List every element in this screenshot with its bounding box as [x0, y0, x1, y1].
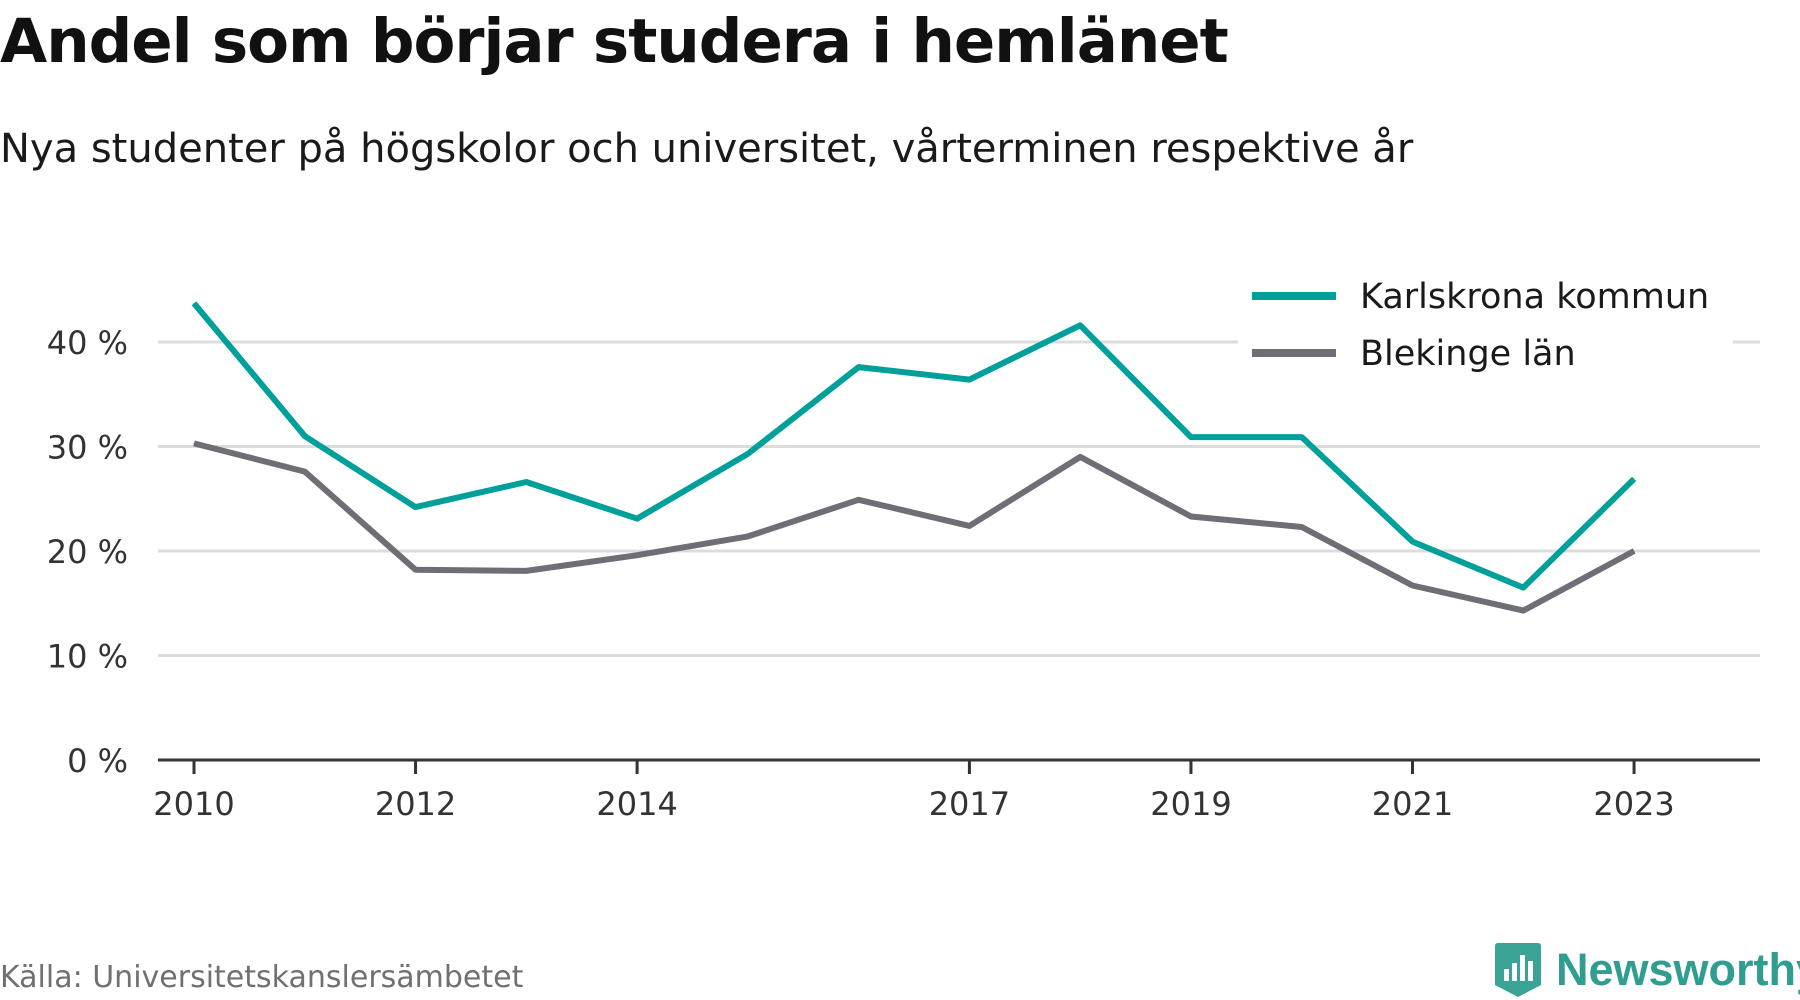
series-line [191, 301, 1637, 591]
data-point [968, 525, 970, 527]
x-tick-label: 2017 [929, 785, 1010, 823]
y-tick-label: 0 % [67, 742, 128, 780]
legend-label: Karlskrona kommun [1360, 277, 1709, 317]
data-point [525, 481, 527, 483]
x-tick-label: 2012 [375, 785, 456, 823]
x-tick-label: 2021 [1372, 785, 1453, 823]
x-tick-label: 2023 [1593, 785, 1674, 823]
y-tick-label: 20 % [47, 533, 128, 571]
data-point [747, 535, 749, 537]
data-point [858, 366, 860, 368]
data-point [1412, 541, 1414, 543]
axes: 0 % 10 % 20 % 30 % 40 % 2010 2012 2014 2017 2019 2… [47, 324, 1760, 823]
data-point [1522, 610, 1524, 612]
y-tick-label: 10 % [47, 638, 128, 676]
data-point [1301, 436, 1303, 438]
data-point [193, 302, 195, 304]
data-point [304, 471, 306, 473]
data-point [525, 570, 527, 572]
y-tick-label: 30 % [47, 429, 128, 467]
data-point [415, 569, 417, 571]
data-point [968, 379, 970, 381]
data-point [636, 518, 638, 520]
series-lines [191, 301, 1637, 614]
x-tick-label: 2019 [1150, 785, 1231, 823]
data-point [1633, 550, 1635, 552]
data-point [415, 506, 417, 508]
data-point [304, 435, 306, 437]
x-tick-label: 2014 [596, 785, 677, 823]
data-point [1079, 324, 1081, 326]
data-point [1301, 526, 1303, 528]
series-line [193, 440, 1636, 614]
chart-title: Andel som börjar studera i hemlänet [0, 6, 1229, 77]
data-point [858, 499, 860, 501]
y-tick-label: 40 % [47, 324, 128, 362]
data-point [747, 453, 749, 455]
data-point [1522, 587, 1524, 589]
legend-label: Blekinge län [1360, 334, 1576, 374]
chart-subtitle: Nya studenter på högskolor och universit… [0, 126, 1414, 172]
data-point [1633, 478, 1635, 480]
data-point [1190, 516, 1192, 518]
x-tick-label: 2010 [153, 785, 234, 823]
data-point [1190, 436, 1192, 438]
data-point [1079, 456, 1081, 458]
brand-logo: Newsworthy [1494, 940, 1800, 1000]
brand-name: Newsworthy [1556, 944, 1800, 995]
newsworthy-logo-icon [1495, 943, 1541, 997]
data-point [636, 554, 638, 556]
data-point [193, 442, 195, 444]
legend: Karlskrona kommun Blekinge län [1238, 262, 1733, 374]
data-point [1412, 584, 1414, 586]
source-note: Källa: Universitetskanslersämbetet [0, 960, 524, 995]
